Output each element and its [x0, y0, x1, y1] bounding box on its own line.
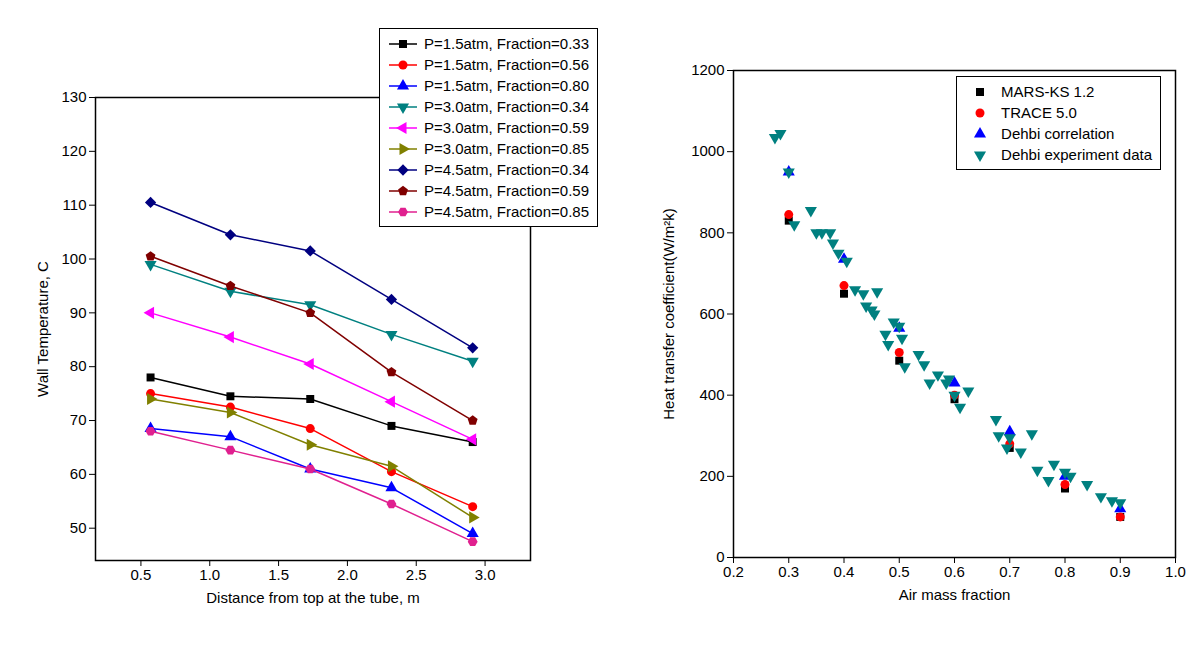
svg-text:0.2: 0.2 — [723, 563, 744, 580]
html-text:P=1.5atm, Fraction=0.80: P=1.5atm, Fraction=0.80 — [423, 77, 589, 94]
svg-text:50: 50 — [70, 519, 87, 536]
svg-text:Distance from top at the tube,: Distance from top at the tube, m — [206, 589, 419, 606]
html-text:P=3.0atm, Fraction=0.85: P=3.0atm, Fraction=0.85 — [423, 140, 589, 157]
html-text:Dehbi correlation: Dehbi correlation — [1001, 125, 1115, 142]
html-text:P=4.5atm, Fraction=0.34: P=4.5atm, Fraction=0.34 — [423, 161, 589, 178]
svg-text:110: 110 — [63, 196, 87, 213]
svg-text:0.5: 0.5 — [889, 563, 910, 580]
svg-text:70: 70 — [70, 411, 87, 428]
svg-text:Air mass fraction: Air mass fraction — [899, 586, 1011, 603]
html-text:P=3.0atm, Fraction=0.59: P=3.0atm, Fraction=0.59 — [423, 119, 589, 136]
svg-text:90: 90 — [70, 304, 87, 321]
svg-text:130: 130 — [61, 88, 86, 105]
svg-text:1200: 1200 — [691, 61, 724, 78]
svg-text:400: 400 — [699, 386, 724, 403]
svg-text:1.0: 1.0 — [199, 566, 220, 583]
svg-text:0.3: 0.3 — [778, 563, 799, 580]
html-text:P=4.5atm, Fraction=0.85: P=4.5atm, Fraction=0.85 — [423, 203, 589, 220]
html-text:P=3.0atm, Fraction=0.34: P=3.0atm, Fraction=0.34 — [423, 98, 589, 115]
svg-text:800: 800 — [699, 224, 724, 241]
svg-text:600: 600 — [699, 305, 724, 322]
svg-text:0: 0 — [716, 548, 724, 565]
html-text:P=1.5atm, Fraction=0.56: P=1.5atm, Fraction=0.56 — [423, 56, 589, 73]
svg-text:0.8: 0.8 — [1055, 563, 1076, 580]
svg-text:60: 60 — [70, 465, 87, 482]
svg-text:80: 80 — [70, 357, 87, 374]
svg-text:2.5: 2.5 — [406, 566, 427, 583]
svg-text:3.0: 3.0 — [475, 566, 496, 583]
svg-text:120: 120 — [61, 142, 86, 159]
svg-text:100: 100 — [61, 250, 86, 267]
svg-text:2.0: 2.0 — [337, 566, 358, 583]
html-text:MARS-KS 1.2: MARS-KS 1.2 — [1001, 83, 1095, 100]
svg-text:0.9: 0.9 — [1110, 563, 1131, 580]
svg-text:0.4: 0.4 — [834, 563, 855, 580]
html-text:P=4.5atm, Fraction=0.59: P=4.5atm, Fraction=0.59 — [423, 182, 589, 199]
svg-text:0.7: 0.7 — [999, 563, 1020, 580]
svg-text:1000: 1000 — [691, 142, 724, 159]
html-text:P=1.5atm, Fraction=0.33: P=1.5atm, Fraction=0.33 — [423, 35, 589, 52]
svg-text:Wall Temperature, C: Wall Temperature, C — [34, 261, 51, 397]
html-text:Dehbi experiment data: Dehbi experiment data — [1001, 146, 1152, 163]
svg-text:200: 200 — [699, 467, 724, 484]
svg-text:0.6: 0.6 — [944, 563, 965, 580]
svg-text:1.0: 1.0 — [1165, 563, 1186, 580]
html-text:TRACE 5.0: TRACE 5.0 — [1001, 104, 1077, 121]
svg-text:0.5: 0.5 — [130, 566, 151, 583]
svg-text:1.5: 1.5 — [268, 566, 289, 583]
svg-text:Heat transfer coefficient(W/m²: Heat transfer coefficient(W/m²k) — [660, 208, 677, 419]
